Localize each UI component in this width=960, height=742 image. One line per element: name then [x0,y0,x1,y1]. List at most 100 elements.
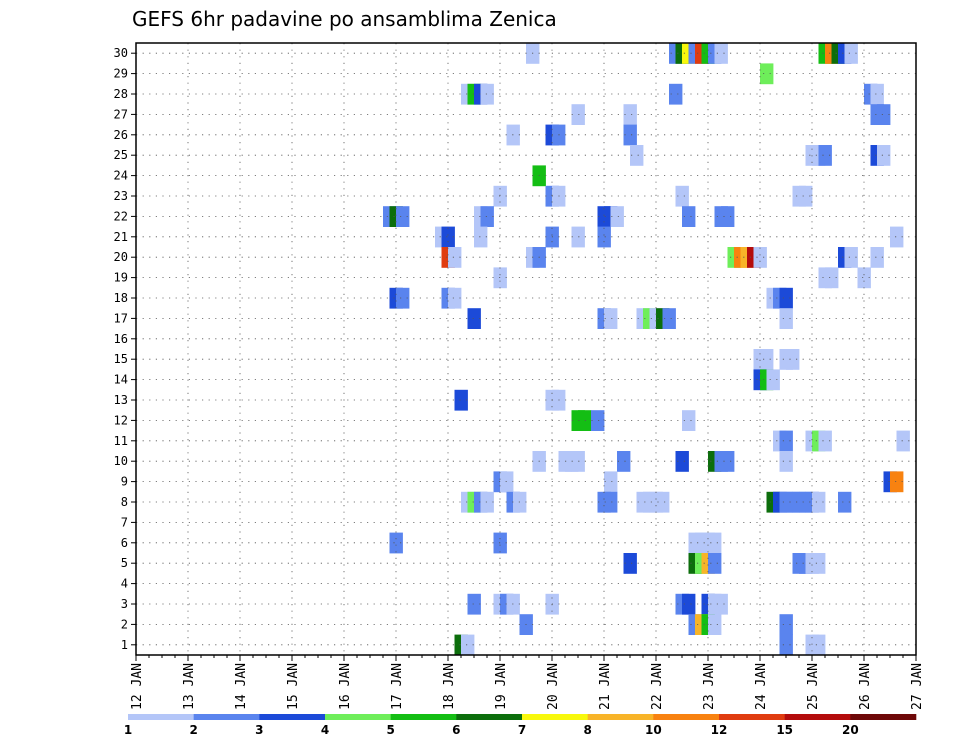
y-tick-label: 4 [121,577,128,591]
heatmap-cell [760,63,774,85]
y-tick-label: 11 [114,434,128,448]
y-axis: 1234567891011121314151617181920212223242… [114,46,136,652]
y-tick-label: 9 [121,475,128,489]
heatmap-cell [675,185,689,207]
x-tick-label: 16 JAN [338,663,353,710]
y-tick-label: 10 [114,454,128,468]
heatmap-cell [396,206,410,227]
legend-label: 4 [321,723,329,737]
y-tick-label: 14 [114,373,128,387]
legend-swatch [719,714,785,720]
heatmap-cell [604,491,618,513]
heatmap-cell [779,308,793,329]
heatmap-cell [818,430,832,452]
y-tick-label: 27 [114,107,128,121]
heatmap-cell [812,491,826,513]
heatmap-cell [441,226,455,248]
x-tick-label: 12 JAN [130,663,145,710]
heatmap-cell [467,308,481,329]
heatmap-cell [838,491,852,513]
heatmap-cell [480,491,494,513]
y-tick-label: 23 [114,189,128,203]
y-tick-label: 15 [114,352,128,366]
x-tick-label: 14 JAN [234,663,249,710]
legend-label: 2 [189,723,197,737]
legend-label: 5 [386,723,394,737]
legend-swatch [784,714,851,720]
heatmap-cell [779,634,793,656]
heatmap-cell [870,83,884,105]
legend-label: 15 [776,723,793,737]
heatmap-cell [766,369,780,391]
heatmap-cell [799,185,813,207]
legend-swatch [850,714,917,720]
heatmap-cell [779,614,793,635]
heatmap-cell [753,247,767,268]
legend-swatch [325,714,391,720]
heatmap-cell [474,226,488,248]
y-tick-label: 29 [114,67,128,81]
heatmap-cell [844,247,858,268]
heatmap-cell [604,308,618,329]
legend-swatch [259,714,326,720]
y-tick-label: 22 [114,209,128,223]
heatmap-cell [591,410,605,431]
x-axis: 12 JAN 13 JAN 14 JAN 15 JAN 16 JAN 17 JAN 18 J… [130,655,925,710]
heatmap-cell [617,451,631,472]
heatmap-cell [682,593,696,615]
y-tick-label: 16 [114,332,128,346]
heatmap-cell [896,430,910,452]
y-tick-label: 28 [114,87,128,101]
y-tick-label: 12 [114,413,128,427]
heatmap-cell [623,124,637,146]
legend-label: 6 [452,723,460,737]
color-legend: 1 2 3 4 5 6 7 8 10 12 15 20 [124,714,917,737]
heatmap-cell [877,145,891,166]
heatmap-cell [480,206,494,227]
heatmap-cell [812,634,826,656]
heatmap-cell [786,349,800,370]
heatmap-cell [779,287,793,309]
heatmap-cell [623,104,637,125]
heatmap-cell [461,634,475,656]
y-tick-label: 2 [121,617,128,631]
legend-label: 10 [645,723,662,737]
heatmap-cell [578,410,592,431]
y-tick-label: 13 [114,393,128,407]
x-tick-label: 20 JAN [546,663,561,710]
legend-label: 1 [124,723,132,737]
heatmap-cell [714,593,728,615]
gridlines [136,43,916,655]
heatmap-cell [623,553,637,574]
heatmap-cell [844,43,858,64]
x-tick-label: 25 JAN [806,663,821,710]
heatmap-cell [877,104,891,125]
heatmap-cell [708,553,722,574]
heatmap-cell [610,206,624,227]
y-tick-label: 25 [114,148,128,162]
heatmap-cell [890,226,904,248]
heatmap-cell [825,267,839,289]
heatmap-cell [389,532,403,554]
y-tick-label: 5 [121,556,128,570]
y-tick-label: 30 [114,46,128,60]
legend-swatch [128,714,194,720]
y-tick-label: 21 [114,230,128,244]
heatmap-cell [597,226,611,248]
legend-swatch [193,714,260,720]
legend-label: 12 [711,723,728,737]
heatmap-cell [779,451,793,472]
y-tick-label: 20 [114,250,128,264]
heatmap-cell [714,43,728,64]
heatmap-cell [779,430,793,452]
x-tick-label: 27 JAN [910,663,925,710]
heatmap-cell [682,410,696,431]
y-tick-label: 19 [114,271,128,285]
heatmap-cell [467,593,481,615]
x-tick-label: 26 JAN [858,663,873,710]
heatmap-cell [448,247,462,268]
heatmap-cell [448,287,462,309]
x-tick-label: 19 JAN [494,663,509,710]
heatmap-cell [656,491,670,513]
